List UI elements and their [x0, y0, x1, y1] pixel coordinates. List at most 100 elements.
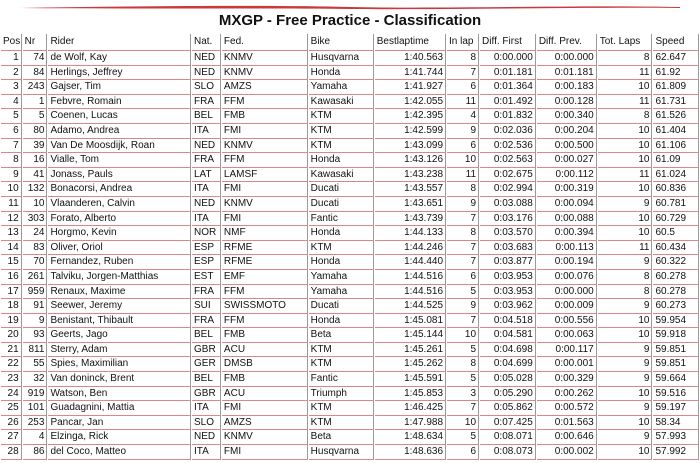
cell-bike: Ducati: [308, 182, 374, 197]
cell-in-lap: 7: [447, 313, 480, 329]
cell-nat: BEL: [192, 109, 221, 124]
table-row: 11 10 Vlaanderen, Calvin NED KNMV Ducati 1:43.…: [1, 196, 699, 212]
cell-diff-first: 0:07.425: [480, 415, 536, 431]
cell-diff-prev: 0:00.340: [536, 109, 597, 124]
column-header-bike[interactable]: Bike: [308, 34, 374, 51]
column-header-tot-laps[interactable]: Tot. Laps: [597, 34, 653, 51]
table-row: 27 4 Elzinga, Rick NED KNMV Beta 1:48.634 5 0:08…: [1, 430, 699, 446]
cell-nat: SLO: [192, 80, 221, 95]
cell-rider: Benistant, Thibault: [48, 313, 191, 329]
cell-diff-prev: 0:00.183: [536, 80, 597, 95]
header-brush-stroke: [20, 5, 680, 10]
cell-diff-first: 0:04.581: [480, 328, 536, 343]
cell-bike: KTM: [308, 415, 374, 431]
cell-fed: ACU: [221, 386, 308, 402]
cell-bike: Ducati: [308, 196, 374, 212]
cell-bike: Kawasaki: [308, 167, 374, 183]
cell-rider: Bonacorsi, Andrea: [48, 182, 191, 197]
cell-diff-prev: 0:00.329: [536, 372, 597, 387]
page-title: MXGP - Free Practice - Classification: [218, 12, 482, 29]
cell-diff-first: 0:05.290: [480, 386, 536, 402]
cell-nat: GBR: [192, 342, 221, 358]
cell-rider: Spies, Maximilian: [48, 357, 191, 373]
cell-nr: 83: [22, 240, 48, 256]
column-header-speed[interactable]: Speed: [653, 34, 699, 51]
cell-pos: 25: [1, 401, 22, 416]
column-header-rider[interactable]: Rider: [48, 34, 191, 51]
cell-nat: NOR: [192, 226, 221, 241]
cell-tot-laps: 9: [597, 401, 653, 416]
cell-tot-laps: 9: [597, 196, 653, 212]
cell-diff-first: 0:03.683: [480, 240, 536, 256]
cell-pos: 4: [1, 94, 22, 110]
cell-bestlaptime: 1:44.246: [374, 240, 447, 256]
cell-pos: 23: [1, 372, 22, 387]
cell-bestlaptime: 1:43.739: [374, 211, 447, 227]
cell-diff-prev: 0:00.646: [536, 430, 597, 446]
cell-bike: Husqvarna: [308, 445, 374, 460]
cell-diff-prev: 0:00.194: [536, 255, 597, 270]
cell-rider: Coenen, Lucas: [48, 109, 191, 124]
cell-rider: Sterry, Adam: [48, 342, 191, 358]
column-header-in-lap[interactable]: In lap: [447, 34, 480, 51]
classification-table: Pos Nr Rider Nat. Fed. Bike Bestlaptime In lap D…: [0, 34, 700, 460]
cell-speed: 60.434: [653, 240, 699, 256]
cell-rider: Van De Moosdijk, Roan: [48, 138, 191, 154]
cell-fed: FFM: [221, 284, 308, 300]
table-row: 18 91 Seewer, Jeremy SUI SWISSMOTO Ducati 1:44…: [1, 299, 699, 314]
cell-in-lap: 3: [447, 386, 480, 402]
cell-tot-laps: 11: [597, 240, 653, 256]
cell-bestlaptime: 1:45.081: [374, 313, 447, 329]
column-header-diff-first[interactable]: Diff. First: [480, 34, 536, 51]
cell-speed: 59.918: [653, 328, 699, 343]
cell-bestlaptime: 1:40.563: [374, 51, 447, 66]
cell-diff-prev: 0:00.002: [536, 445, 597, 460]
cell-diff-first: 0:01.492: [480, 94, 536, 110]
cell-diff-first: 0:02.563: [480, 153, 536, 168]
table-row: 20 93 Geerts, Jago BEL FMB Beta 1:45.144 10 0:04…: [1, 328, 699, 343]
cell-nat: GBR: [192, 386, 221, 402]
cell-nr: 4: [22, 430, 48, 446]
cell-pos: 18: [1, 299, 22, 314]
cell-pos: 8: [1, 153, 22, 168]
column-header-diff-prev[interactable]: Diff. Prev.: [536, 34, 597, 51]
cell-diff-prev: 0:00.000: [536, 51, 597, 66]
cell-bike: Fantic: [308, 211, 374, 227]
cell-bestlaptime: 1:44.440: [374, 255, 447, 270]
cell-bike: Ducati: [308, 299, 374, 314]
cell-fed: SWISSMOTO: [221, 299, 308, 314]
cell-pos: 12: [1, 211, 22, 227]
cell-speed: 58.34: [653, 415, 699, 431]
column-header-pos[interactable]: Pos: [1, 34, 22, 51]
cell-bike: KTM: [308, 240, 374, 256]
cell-nat: GER: [192, 357, 221, 373]
cell-tot-laps: 10: [597, 182, 653, 197]
cell-tot-laps: 10: [597, 386, 653, 402]
cell-nat: SLO: [192, 415, 221, 431]
cell-fed: RFME: [221, 240, 308, 256]
column-header-bestlaptime[interactable]: Bestlaptime: [374, 34, 447, 51]
cell-pos: 24: [1, 386, 22, 402]
cell-speed: 61.809: [653, 80, 699, 95]
cell-nat: BEL: [192, 372, 221, 387]
cell-bike: Honda: [308, 153, 374, 168]
table-row: 4 1 Febvre, Romain FRA FFM Kawasaki 1:42.055 11…: [1, 94, 699, 110]
cell-speed: 59.851: [653, 342, 699, 358]
cell-pos: 2: [1, 65, 22, 81]
cell-bestlaptime: 1:42.599: [374, 123, 447, 139]
cell-diff-first: 0:04.698: [480, 342, 536, 358]
cell-rider: Vlaanderen, Calvin: [48, 196, 191, 212]
cell-in-lap: 7: [447, 401, 480, 416]
cell-nat: NED: [192, 51, 221, 66]
cell-nat: ITA: [192, 445, 221, 460]
cell-bike: Beta: [308, 328, 374, 343]
column-header-nr[interactable]: Nr: [22, 34, 48, 51]
cell-rider: de Wolf, Kay: [48, 51, 191, 66]
cell-nr: 16: [22, 153, 48, 168]
column-header-nat[interactable]: Nat.: [192, 34, 221, 51]
column-header-fed[interactable]: Fed.: [221, 34, 308, 51]
cell-rider: Fernandez, Ruben: [48, 255, 191, 270]
cell-bike: KTM: [308, 138, 374, 154]
cell-in-lap: 10: [447, 415, 480, 431]
cell-nat: FRA: [192, 313, 221, 329]
